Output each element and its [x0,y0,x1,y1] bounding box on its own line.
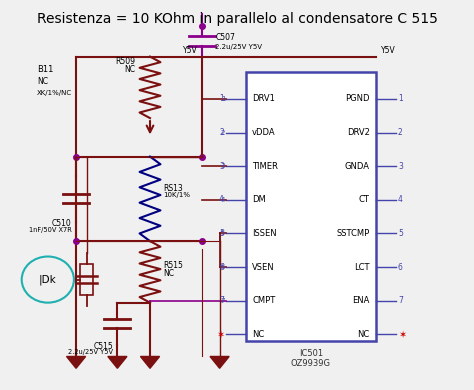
Text: NC: NC [124,65,135,74]
Text: B11: B11 [37,65,53,74]
Text: Resistenza = 10 KOhm in parallelo al condensatore C 515: Resistenza = 10 KOhm in parallelo al con… [36,12,438,27]
Text: CT: CT [359,195,370,204]
Text: DRV2: DRV2 [347,128,370,137]
Text: 1: 1 [219,94,224,103]
Text: DM: DM [252,195,266,204]
Text: 4: 4 [398,195,403,204]
Text: |Dk: |Dk [39,274,57,285]
Text: 5: 5 [219,229,224,238]
Polygon shape [140,356,160,368]
Text: Y5V: Y5V [381,46,395,55]
Text: C515: C515 [93,342,113,351]
Text: VSEN: VSEN [252,262,275,271]
Text: 3: 3 [221,163,225,169]
Text: CMPT: CMPT [252,296,275,305]
Text: 2.2u/25V Y5V: 2.2u/25V Y5V [68,349,113,355]
Text: XK/1%/NC: XK/1%/NC [37,90,72,96]
Text: 7: 7 [219,296,224,305]
Text: ENA: ENA [352,296,370,305]
Text: TIMER: TIMER [252,162,278,171]
Text: vDDA: vDDA [252,128,276,137]
Text: LCT: LCT [354,262,370,271]
Text: 2: 2 [219,128,224,137]
Text: 4: 4 [219,195,224,204]
Text: 2: 2 [221,129,225,136]
Text: C507: C507 [215,33,235,42]
Text: ✶: ✶ [398,330,406,339]
Text: NC: NC [357,330,370,339]
Text: 7: 7 [221,298,225,304]
Text: 10K/1%: 10K/1% [163,192,190,198]
Text: 6: 6 [221,264,225,270]
Text: 3: 3 [398,162,403,171]
Text: 1nF/50V X7R: 1nF/50V X7R [29,227,72,232]
Text: GNDA: GNDA [345,162,370,171]
Text: 3: 3 [219,162,224,171]
Text: 1: 1 [398,94,403,103]
Text: 1: 1 [221,96,225,102]
Text: IC501
OZ9939G: IC501 OZ9939G [291,349,331,368]
Text: NC: NC [252,330,264,339]
Text: R509: R509 [115,57,135,66]
Polygon shape [210,356,229,368]
Text: 6: 6 [398,262,403,271]
Text: ISSEN: ISSEN [252,229,277,238]
Text: Y5V: Y5V [183,46,198,55]
Text: 2: 2 [398,128,403,137]
Text: 2.2u/25V Y5V: 2.2u/25V Y5V [215,44,262,50]
Text: NC: NC [163,269,174,278]
Polygon shape [108,356,127,368]
Text: C510: C510 [52,219,72,228]
Text: R515: R515 [163,261,183,270]
Polygon shape [66,356,86,368]
Bar [81,264,93,295]
Bar [246,72,376,341]
Text: 5: 5 [398,229,403,238]
Text: SSTCMP: SSTCMP [337,229,370,238]
Text: 4: 4 [221,197,225,203]
Text: 6: 6 [219,262,224,271]
Text: 7: 7 [398,296,403,305]
Text: NC: NC [37,76,48,85]
Text: ✶: ✶ [216,330,224,339]
Text: PGND: PGND [345,94,370,103]
Text: RS13: RS13 [163,184,183,193]
Text: 5: 5 [221,230,225,236]
Text: DRV1: DRV1 [252,94,275,103]
